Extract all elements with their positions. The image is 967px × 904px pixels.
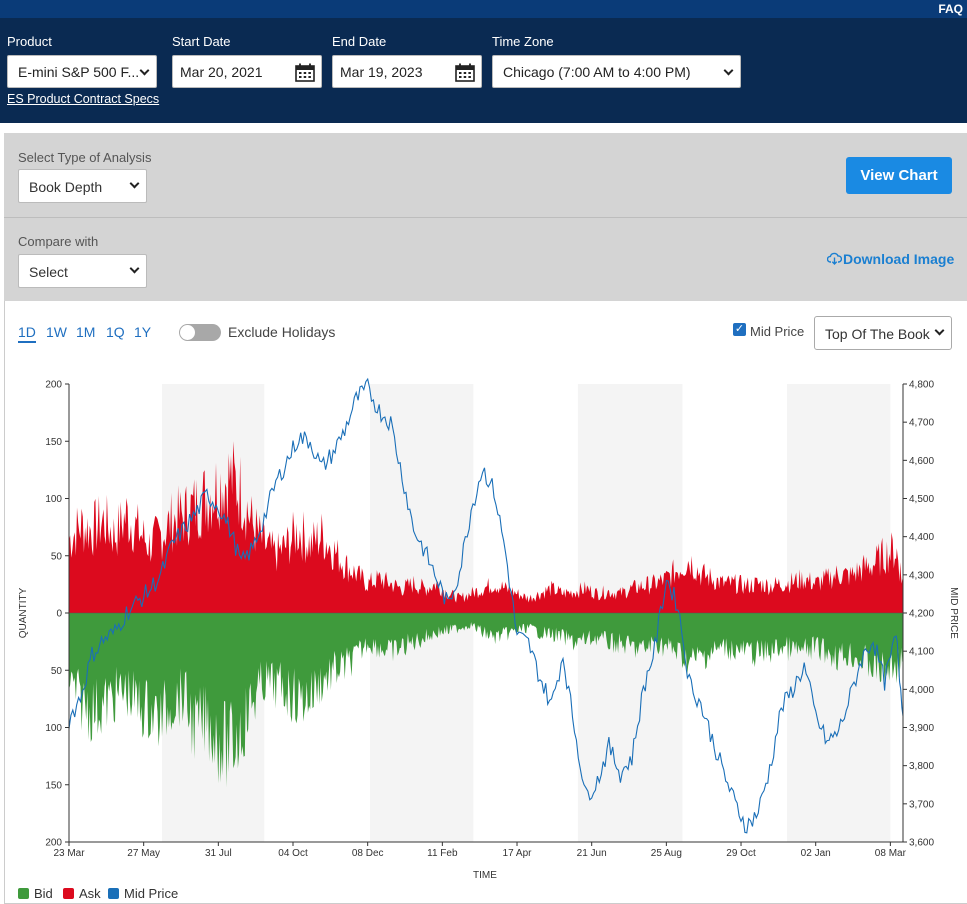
legend-ask-label: Ask [79,886,101,901]
chevron-down-icon [129,178,140,189]
bid-swatch [18,888,29,899]
mid-price-checkbox[interactable]: ✓ [733,323,746,336]
compare-label: Compare with [18,234,99,249]
analysis-type-value: Book Depth [29,179,103,195]
range-1d-button[interactable]: 1D [18,324,36,343]
start-date-field[interactable]: Mar 20, 2021 [172,55,322,88]
toggle-knob [180,325,195,340]
compare-value: Select [29,264,68,280]
analysis-type-label: Select Type of Analysis [18,150,152,165]
view-chart-button[interactable]: View Chart [846,157,952,194]
start-date-label: Start Date [172,34,231,49]
time-zone-select[interactable]: Chicago (7:00 AM to 4:00 PM) [492,55,741,88]
book-level-select[interactable]: Top Of The Book [814,316,952,350]
end-date-label: End Date [332,34,387,49]
end-date-value: Mar 19, 2023 [340,64,423,80]
download-image-label: Download Image [843,251,955,267]
calendar-icon[interactable] [455,63,475,82]
time-zone-label: Time Zone [492,34,554,49]
top-bar: FAQ [0,0,967,18]
chevron-down-icon [129,263,140,274]
chevron-down-icon [934,325,945,336]
product-select[interactable]: E-mini S&P 500 F... [7,55,157,88]
range-1q-button[interactable]: 1Q [106,324,125,340]
controls-divider [4,217,967,218]
legend-item-mid-price[interactable]: Mid Price [108,886,178,901]
exclude-holidays-toggle[interactable] [179,324,221,341]
analysis-type-select[interactable]: Book Depth [18,169,147,203]
cloud-download-icon [826,252,843,265]
product-specs-link[interactable]: ES Product Contract Specs [7,92,160,106]
mid-price-swatch [108,888,119,899]
range-1w-button[interactable]: 1W [46,324,67,340]
range-1y-button[interactable]: 1Y [134,324,152,340]
download-image-button[interactable]: Download Image [826,251,955,267]
product-label: Product [7,34,52,49]
product-value: E-mini S&P 500 F... [18,64,140,80]
ask-swatch [63,888,74,899]
faq-link[interactable]: FAQ [938,2,963,16]
exclude-holidays-label: Exclude Holidays [228,324,336,340]
chevron-down-icon [723,65,734,76]
legend-bid-label: Bid [34,886,53,901]
legend-item-bid[interactable]: Bid [18,886,53,901]
filter-header: Product E-mini S&P 500 F... Start Date M… [0,18,967,123]
legend-item-ask[interactable]: Ask [63,886,101,901]
start-date-value: Mar 20, 2021 [180,64,263,80]
end-date-field[interactable]: Mar 19, 2023 [332,55,482,88]
time-zone-value: Chicago (7:00 AM to 4:00 PM) [503,64,691,80]
mid-price-label: Mid Price [750,324,805,339]
calendar-icon[interactable] [295,63,315,82]
range-1m-button[interactable]: 1M [76,324,96,340]
book-level-value: Top Of The Book [825,326,930,342]
legend-mid-price-label: Mid Price [124,886,179,901]
chevron-down-icon [139,65,150,76]
compare-select[interactable]: Select [18,254,147,288]
